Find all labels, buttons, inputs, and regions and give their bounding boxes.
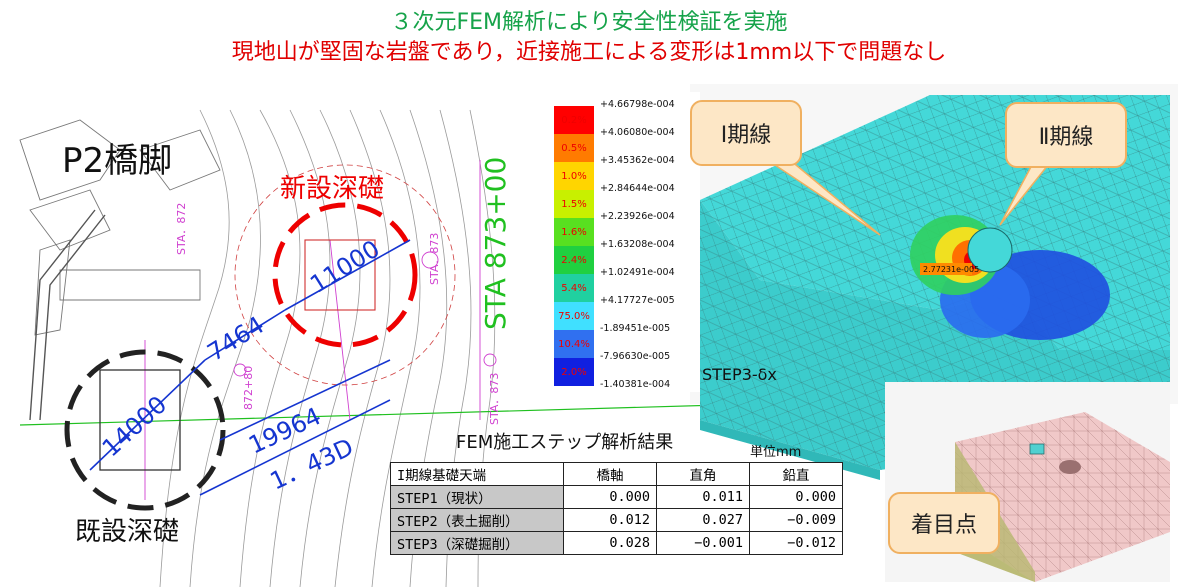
table-row: STEP1（現状） 0.000 0.011 0.000	[390, 485, 843, 509]
legend-swatch: 2.4%	[554, 246, 594, 274]
legend-value: -1.40381e-004	[600, 379, 671, 390]
existing-foundation-label: 既設深礎	[75, 517, 179, 547]
legend-value: +2.84644e-004	[600, 183, 675, 194]
legend-value: +4.06080e-004	[600, 127, 675, 138]
dim-14000: 14000	[97, 390, 172, 462]
table-header: 鉛直	[749, 462, 843, 486]
new-foundation-footprint	[304, 239, 376, 311]
table-row: STEP3（深礎掘削） 0.028 −0.001 −0.012	[390, 531, 843, 555]
new-foundation-circle	[272, 202, 418, 348]
dim-7464: 7464	[202, 311, 269, 367]
station-label-873: STA 873+00	[479, 157, 512, 330]
dimension-lines	[89, 239, 411, 496]
station-872: STA．872	[175, 203, 188, 255]
road	[29, 209, 106, 421]
results-table: I期線基礎天端 橋軸 直角 鉛直 STEP1（現状） 0.000 0.011 0…	[390, 462, 843, 555]
callout-focus-point: 着目点	[888, 492, 1000, 554]
table-header: 橋軸	[563, 462, 657, 486]
existing-foundation-footprint	[99, 369, 181, 471]
probe-value-tag	[920, 263, 972, 275]
cell-vertical: 0.000	[749, 485, 843, 509]
legend-swatch: 1.6%	[554, 218, 594, 246]
table-row: STEP2（表土掘削） 0.012 0.027 −0.009	[390, 508, 843, 532]
station-873b: STA．873	[488, 373, 501, 425]
step-label: STEP3-δx	[702, 365, 777, 384]
legend-value: +2.23926e-004	[600, 211, 675, 222]
buildings	[19, 119, 221, 336]
contour-lines	[159, 109, 496, 587]
legend-value: -1.89451e-005	[600, 323, 671, 334]
legend-swatch: 2.0%	[554, 358, 594, 386]
legend-value: +4.17727e-005	[600, 295, 675, 306]
table-header-row: I期線基礎天端 橋軸 直角 鉛直	[390, 462, 843, 486]
legend-value: +1.02491e-004	[600, 267, 675, 278]
plan-drawing: P2橋脚 新設深礎 既設深礎 11000 7464 14000 19964 1．…	[19, 109, 720, 587]
row-label: STEP3（深礎掘削）	[390, 531, 564, 555]
headline-red: 現地山が堅固な岩盤であり，近接施工による変形は1mm以下で問題なし	[231, 40, 947, 65]
row-label: STEP2（表土掘削）	[390, 508, 564, 532]
contour-legend: 0.2% 0.5% 1.0% 1.5% 1.6% 2.4% 5.4% 75.0% 10.4% 2.…	[530, 92, 700, 392]
new-foundation-label: 新設深礎	[280, 174, 384, 204]
callout-phase1: Ⅰ期線	[690, 100, 802, 166]
headline-green: ３次元FEM解析により安全性検証を実施	[390, 10, 788, 35]
legend-swatch: 10.4%	[554, 330, 594, 358]
legend-swatch: 75.0%	[554, 302, 594, 330]
centerline	[19, 404, 720, 426]
probe-value: 2.77231e-005	[923, 265, 979, 274]
station-872-80: 872+80	[242, 366, 255, 410]
influence-arc	[234, 164, 456, 386]
pier-label: P2橋脚	[62, 141, 172, 181]
cell-perpendicular: −0.001	[656, 531, 750, 555]
legend-value: +4.66798e-004	[600, 99, 675, 110]
table-header: I期線基礎天端	[390, 462, 564, 486]
cell-vertical: −0.012	[749, 531, 843, 555]
row-label: STEP1（現状）	[390, 485, 564, 509]
cell-bridge-axis: 0.000	[563, 485, 657, 509]
legend-value: +3.45362e-004	[600, 155, 675, 166]
focus-point-marker	[1029, 443, 1045, 455]
legend-swatch: 1.0%	[554, 162, 594, 190]
legend-value: +1.63208e-004	[600, 239, 675, 250]
station-873a: STA．873	[428, 233, 441, 285]
cell-bridge-axis: 0.028	[563, 531, 657, 555]
legend-swatch: 5.4%	[554, 274, 594, 302]
legend-swatch: 0.2%	[554, 106, 594, 134]
legend-swatch: 0.5%	[554, 134, 594, 162]
alignment-lines	[144, 160, 497, 500]
legend-swatch: 1.5%	[554, 190, 594, 218]
results-table-title: FEM施工ステップ解析結果	[456, 432, 674, 453]
table-header: 直角	[656, 462, 750, 486]
existing-foundation-circle	[64, 349, 226, 511]
cell-vertical: −0.009	[749, 508, 843, 532]
legend-value: -7.96630e-005	[600, 351, 671, 362]
callout-phase2: Ⅱ期線	[1005, 102, 1127, 168]
results-table-unit: 単位mm	[750, 445, 802, 460]
cell-bridge-axis: 0.012	[563, 508, 657, 532]
cell-perpendicular: 0.011	[656, 485, 750, 509]
dim-11000: 11000	[305, 235, 385, 299]
cell-perpendicular: 0.027	[656, 508, 750, 532]
